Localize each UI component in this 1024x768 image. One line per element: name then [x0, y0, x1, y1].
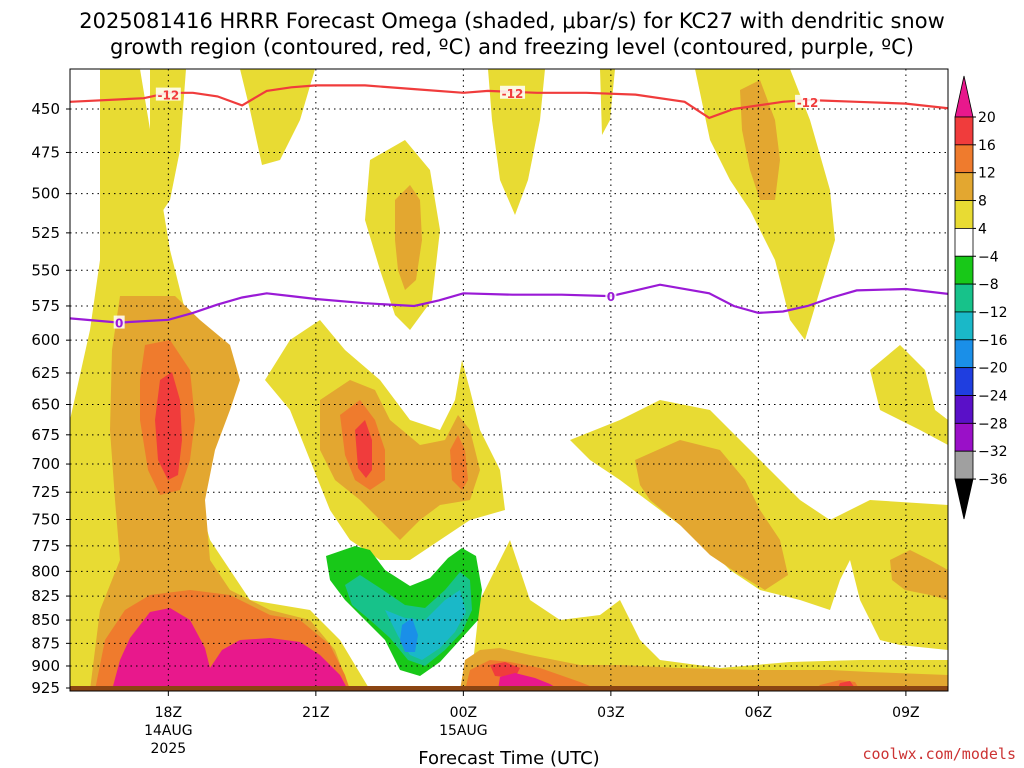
- colorbar-bottom-arrow: [954, 478, 974, 520]
- colorbar-label: −8: [978, 277, 999, 293]
- colorbar-label: 8: [978, 194, 987, 210]
- y-tick-label: 775: [31, 537, 60, 555]
- y-tick-label: 625: [31, 364, 60, 382]
- contour-label-bg: [605, 289, 617, 303]
- contour-line-minus12: [70, 84, 948, 120]
- plot-area: -12 -12 -12 0 0: [70, 69, 948, 691]
- y-tick-label: 475: [31, 143, 60, 161]
- colorbar-swatch: [954, 255, 974, 285]
- y-tick-label: 750: [31, 510, 60, 528]
- y-tick-label: 600: [31, 331, 60, 349]
- colorbar-swatch: [954, 339, 974, 369]
- colorbar-top-arrow: [954, 75, 974, 118]
- colorbar-swatch: [954, 367, 974, 396]
- contour-label: 0: [607, 290, 615, 304]
- y-tick-label: 850: [31, 611, 60, 629]
- y-tick-label: 725: [31, 483, 60, 501]
- contour-label: -12: [797, 96, 819, 110]
- y-tick-label: 550: [31, 261, 60, 279]
- omega-shade-20: [112, 608, 560, 690]
- plot-frame: [69, 68, 949, 692]
- colorbar-swatch: [954, 311, 974, 341]
- y-tick-label: 825: [31, 587, 60, 605]
- y-tick-label: 650: [31, 395, 60, 413]
- colorbar-swatch: [954, 116, 974, 146]
- colorbar-swatch: [954, 450, 974, 480]
- contour-lines: -12 -12 -12 0 0: [70, 84, 948, 331]
- contour-label-bg: [113, 315, 125, 329]
- colorbar-label: 16: [978, 138, 996, 154]
- contour-label: 0: [115, 317, 123, 331]
- y-tick-label: 675: [31, 426, 60, 444]
- y-tick-label: 500: [31, 185, 60, 203]
- colorbar-label: −16: [978, 333, 1008, 349]
- x-tick-label: 00Z: [450, 705, 477, 721]
- y-tick-label: 450: [31, 100, 60, 118]
- colorbar-swatch: [954, 172, 974, 201]
- x-tick-label: 06Z: [745, 705, 772, 721]
- colorbar-label: −24: [978, 389, 1008, 405]
- x-tick-sublabel-year: 2025: [151, 741, 187, 757]
- x-tick-label: 03Z: [597, 705, 624, 721]
- y-tick-label: 900: [31, 657, 60, 675]
- y-tick-label: 525: [31, 224, 60, 242]
- omega-shade-neg16: [400, 618, 418, 652]
- y-tick-label: 875: [31, 634, 60, 652]
- x-tick-sublabel-date: 14AUG: [144, 723, 193, 739]
- x-tick-sublabel-date: 15AUG: [439, 723, 488, 739]
- y-tick-label: 575: [31, 297, 60, 315]
- colorbar-label: 12: [978, 166, 996, 182]
- x-tick-label: 18Z: [155, 705, 182, 721]
- colorbar-label: −12: [978, 305, 1008, 321]
- colorbar-label: −32: [978, 444, 1008, 460]
- contour-line-0: [70, 283, 948, 324]
- contour-label-bg: [795, 94, 821, 108]
- contour-label-bg: [155, 87, 181, 101]
- x-axis: 18Z 14AUG 2025 21Z 00Z 15AUG 03Z 06Z 09Z: [144, 691, 920, 757]
- colorbar-swatch: [954, 200, 974, 229]
- y-tick-label: 800: [31, 562, 60, 580]
- y-tick-label: 700: [31, 455, 60, 473]
- colorbar-label: −36: [978, 472, 1008, 488]
- chart-title-line1: 2025081416 HRRR Forecast Omega (shaded, …: [79, 9, 945, 33]
- colorbar-swatch: [954, 283, 974, 313]
- colorbar-label: 20: [978, 110, 996, 126]
- colorbar-swatch: [954, 144, 974, 174]
- y-tick-label: 925: [31, 679, 60, 697]
- colorbar: 20 16 12 8 4 −4 −8 −12 −16 −20 −24 −28 −32 −36: [954, 75, 1008, 520]
- colorbar-swatch: [954, 422, 974, 452]
- colorbar-label: −28: [978, 416, 1008, 432]
- x-tick-label: 09Z: [892, 705, 919, 721]
- contour-label: -12: [157, 89, 179, 103]
- contour-label: -12: [502, 87, 524, 101]
- colorbar-label: −20: [978, 361, 1008, 377]
- y-axis: 450 475 500 525 550 575 600 625 650 675 700 725 750 7…: [31, 100, 70, 697]
- chart-title-line2: growth region (contoured, red, ºC) and f…: [110, 35, 914, 59]
- x-tick-label: 21Z: [302, 705, 329, 721]
- x-axis-title: Forecast Time (UTC): [418, 748, 599, 768]
- colorbar-swatch: [954, 227, 974, 257]
- colorbar-label: 4: [978, 221, 987, 237]
- credit-text: coolwx.com/models: [862, 745, 1016, 763]
- colorbar-swatch: [954, 395, 974, 424]
- colorbar-label: −4: [978, 249, 999, 265]
- contour-label-bg: [500, 85, 526, 99]
- ground-strip: [70, 686, 948, 691]
